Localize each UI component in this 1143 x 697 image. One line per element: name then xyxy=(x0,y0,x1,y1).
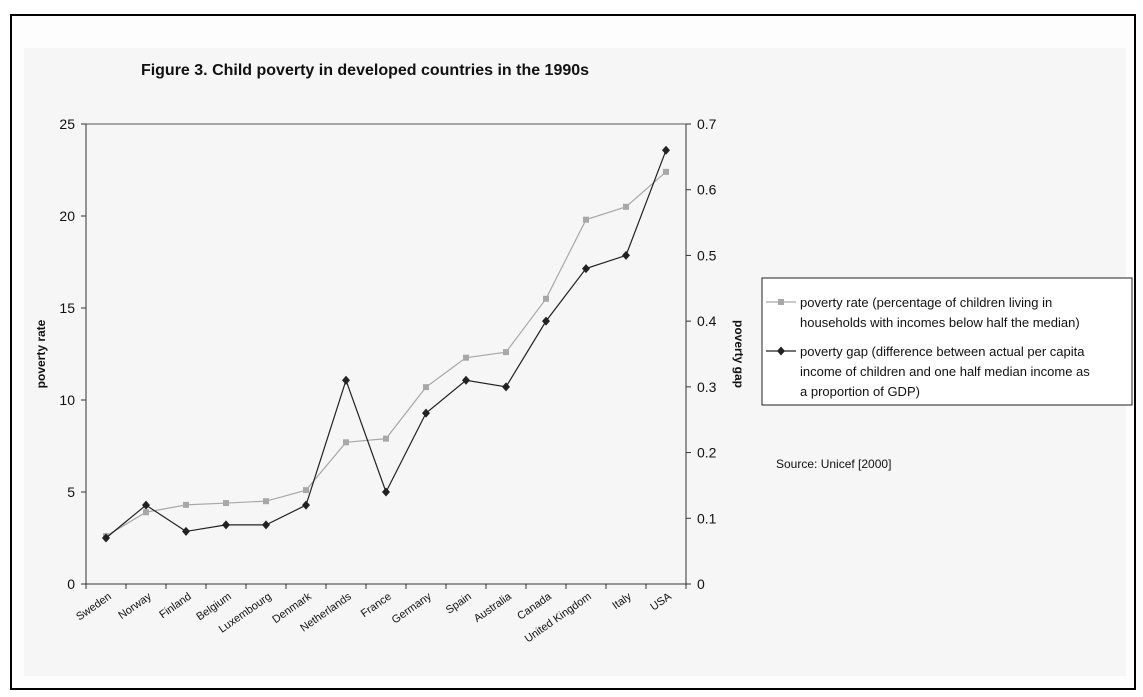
legend-label-poverty-rate: poverty rate (percentage of children liv… xyxy=(800,295,1052,310)
poverty-rate-point xyxy=(503,349,509,356)
x-tick-label: United Kingdom xyxy=(523,591,594,646)
y-tick-label: 15 xyxy=(59,300,75,316)
x-tick-labels: Sweden Norway Finland BelgiumLuxembourgDenm… xyxy=(74,590,674,645)
legend-swatch-marker-gap xyxy=(777,346,785,356)
y2-tick-label: 0.1 xyxy=(697,510,717,526)
x-tick-label: France xyxy=(359,591,394,620)
poverty-rate-point xyxy=(183,501,189,508)
x-tick-label: Finland xyxy=(157,591,193,622)
legend-box xyxy=(761,277,1133,406)
poverty-gap-line xyxy=(105,150,667,539)
poverty-rate-point xyxy=(543,295,549,302)
poverty-rate-point xyxy=(143,509,149,516)
y2-tick-label: 0.7 xyxy=(697,116,717,132)
legend: poverty rate (percentage of children liv… xyxy=(761,277,1133,406)
poverty-rate-point xyxy=(383,435,389,442)
y-tick-label: 0 xyxy=(67,576,75,592)
poverty-rate-point xyxy=(583,216,589,223)
poverty-gap-point xyxy=(542,316,550,326)
poverty-rate-line xyxy=(105,171,667,537)
poverty-rate-point xyxy=(223,500,229,507)
y2-tick-label: 0 xyxy=(697,576,705,592)
x-tick-label: Australia xyxy=(472,590,515,625)
y-axis-label: poverty rate xyxy=(34,319,48,388)
legend-label-poverty-gap: a proportion of GDP) xyxy=(800,384,920,399)
y2-axis-label: poverty gap xyxy=(732,320,746,388)
poverty-gap-point xyxy=(222,520,230,530)
poverty-gap-point xyxy=(662,145,670,155)
y-tick-label: 10 xyxy=(59,392,75,408)
legend-label-poverty-gap: poverty gap (difference between actual p… xyxy=(800,344,1085,359)
poverty-gap-point xyxy=(302,500,310,510)
poverty-rate-point xyxy=(423,384,429,391)
poverty-gap-point xyxy=(182,526,190,536)
x-tick-label: Germany xyxy=(390,590,434,626)
x-tick-label: Italy xyxy=(610,590,634,612)
x-tick-label: Sweden xyxy=(74,591,113,624)
poverty-gap-point xyxy=(142,500,150,510)
poverty-rate-point xyxy=(303,487,309,494)
y-tick-label: 25 xyxy=(59,116,75,132)
chart-title: Figure 3. Child poverty in developed cou… xyxy=(141,62,589,79)
poverty-gap-point xyxy=(342,375,350,385)
y2-tick-label: 0.5 xyxy=(697,247,717,263)
poverty-gap-point xyxy=(382,487,390,497)
poverty-gap-point xyxy=(622,250,630,260)
poverty-gap-point xyxy=(102,533,110,543)
poverty-gap-point xyxy=(502,382,510,392)
y2-tick-label: 0.6 xyxy=(697,182,717,198)
poverty-gap-point xyxy=(462,375,470,385)
series-layer xyxy=(102,145,670,543)
y2-tick-label: 0.2 xyxy=(697,445,717,461)
poverty-gap-point xyxy=(262,520,270,530)
legend-swatch-marker-rate xyxy=(778,299,784,305)
axes: 0 5 10 15 20 25 0 0.1 0.2 0.3 0.4 0.5 0.6 0.7 xyxy=(59,116,716,592)
y2-tick-label: 0.3 xyxy=(697,379,717,395)
poverty-rate-point xyxy=(623,203,629,210)
x-tick-label: Norway xyxy=(116,590,154,622)
poverty-rate-point xyxy=(263,498,269,505)
x-tick-label: Spain xyxy=(444,591,474,617)
x-tick-label: USA xyxy=(648,590,674,613)
source-note: Source: Unicef [2000] xyxy=(776,457,891,471)
poverty-rate-point xyxy=(663,168,669,175)
y-tick-label: 5 xyxy=(67,484,75,500)
poverty-gap-point xyxy=(582,264,590,274)
y2-tick-label: 0.4 xyxy=(697,313,717,329)
poverty-gap-point xyxy=(422,408,430,418)
legend-label-poverty-rate: households with incomes below half the m… xyxy=(800,315,1080,330)
poverty-rate-point xyxy=(463,354,469,361)
legend-label-poverty-gap: income of children and one half median i… xyxy=(800,364,1090,379)
poverty-rate-point xyxy=(343,439,349,446)
y-tick-label: 20 xyxy=(59,208,75,224)
